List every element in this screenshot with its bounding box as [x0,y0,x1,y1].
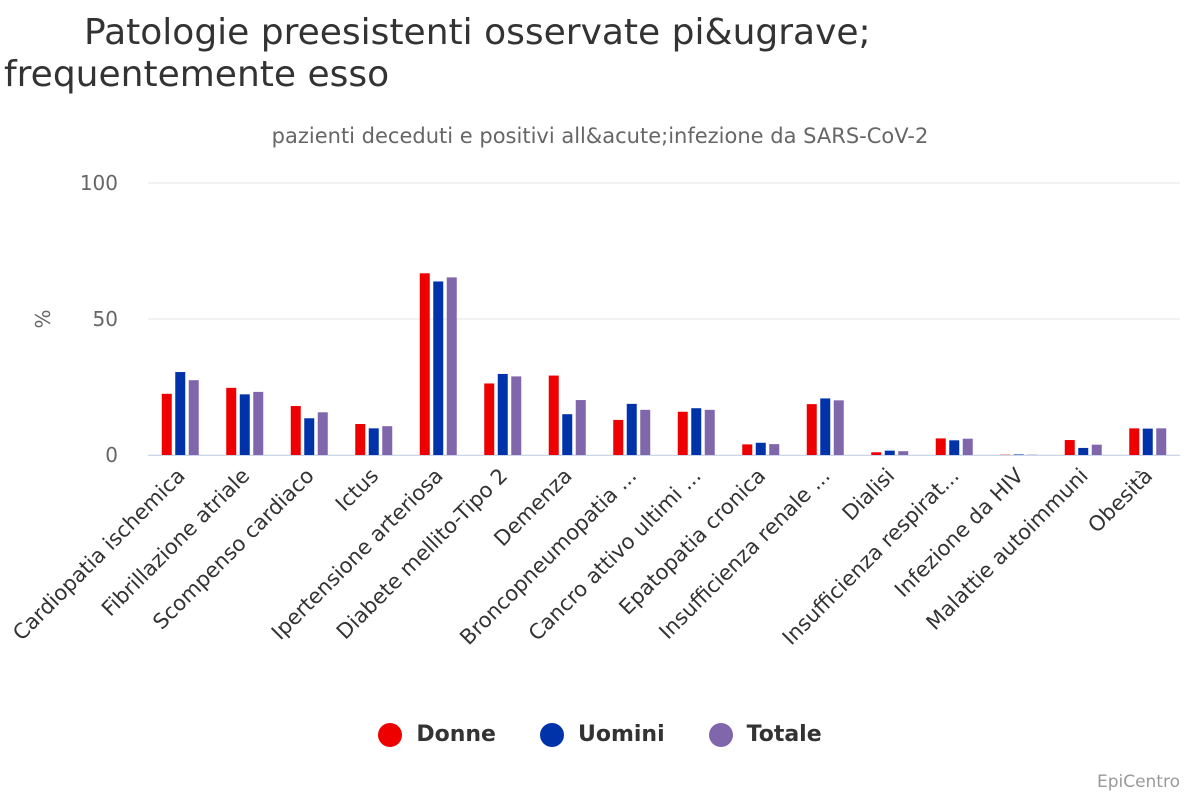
bar-uomini [884,450,895,455]
bar-donne [613,419,624,455]
bar-donne [484,383,495,455]
bar-totale [962,438,973,455]
bar-donne [226,387,237,455]
bar-donne [677,411,688,455]
bar-totale [382,426,393,455]
bar-totale [704,409,715,455]
bar-uomini [368,428,379,455]
bar-donne [935,438,946,455]
chart-subtitle: pazienti deceduti e positivi all&acute;i… [271,124,929,148]
bar-totale [511,376,522,455]
bar-uomini [562,414,573,455]
bar-uomini [755,442,766,455]
bar-totale [446,277,457,455]
bar-uomini [304,418,315,455]
legend-dot-donne [378,722,403,747]
legend: Donne Uomini Totale [0,722,1200,747]
bar-donne [161,393,172,455]
bar-totale [253,391,264,455]
bar-uomini [1142,428,1153,455]
bar-donne [548,375,559,455]
bar-donne [1064,440,1075,455]
bar-totale [640,409,651,455]
chart-title: Patologie preesistenti osservate pi&ugra… [4,12,871,95]
bar-uomini [1078,447,1089,455]
x-tick-label: Obesità [1083,464,1157,538]
bar-uomini [433,281,444,455]
bar-uomini [497,373,508,455]
bar-uomini [626,403,637,455]
bar-donne [871,452,882,455]
bar-totale [1091,444,1102,455]
bar-totale [769,444,780,455]
bar-donne [290,406,301,455]
legend-item-donne[interactable]: Donne [378,722,496,747]
y-tick-label: 100 [80,171,118,195]
bar-donne [1129,428,1140,455]
bar-totale [898,451,909,455]
bar-uomini [239,394,250,455]
bar-totale [575,400,586,455]
legend-label-totale: Totale [746,722,822,747]
legend-dot-totale [708,722,733,747]
credits-link[interactable]: EpiCentro [1096,772,1180,792]
bar-uomini [175,372,186,455]
bar-totale [317,412,328,455]
bar-totale [1156,428,1167,455]
legend-label-uomini: Uomini [577,722,665,747]
legend-item-totale[interactable]: Totale [708,722,822,747]
bar-donne [806,404,817,455]
bar-uomini [1013,454,1024,455]
bar-donne [742,444,753,455]
y-tick-label: 50 [93,307,118,331]
bar-totale [833,400,844,455]
bar-uomini [691,408,702,455]
bar-donne [419,273,430,455]
legend-dot-uomini [539,722,564,747]
bar-totale [188,380,199,455]
x-tick-label: Ictus [331,464,383,516]
legend-item-uomini[interactable]: Uomini [539,722,665,747]
x-tick-label: Dialisi [838,464,900,526]
y-tick-label: 0 [105,443,118,467]
bar-donne [355,423,366,455]
bar-uomini [949,440,960,455]
legend-label-donne: Donne [416,722,496,747]
y-axis-title: % [31,309,55,328]
bar-uomini [820,398,831,455]
